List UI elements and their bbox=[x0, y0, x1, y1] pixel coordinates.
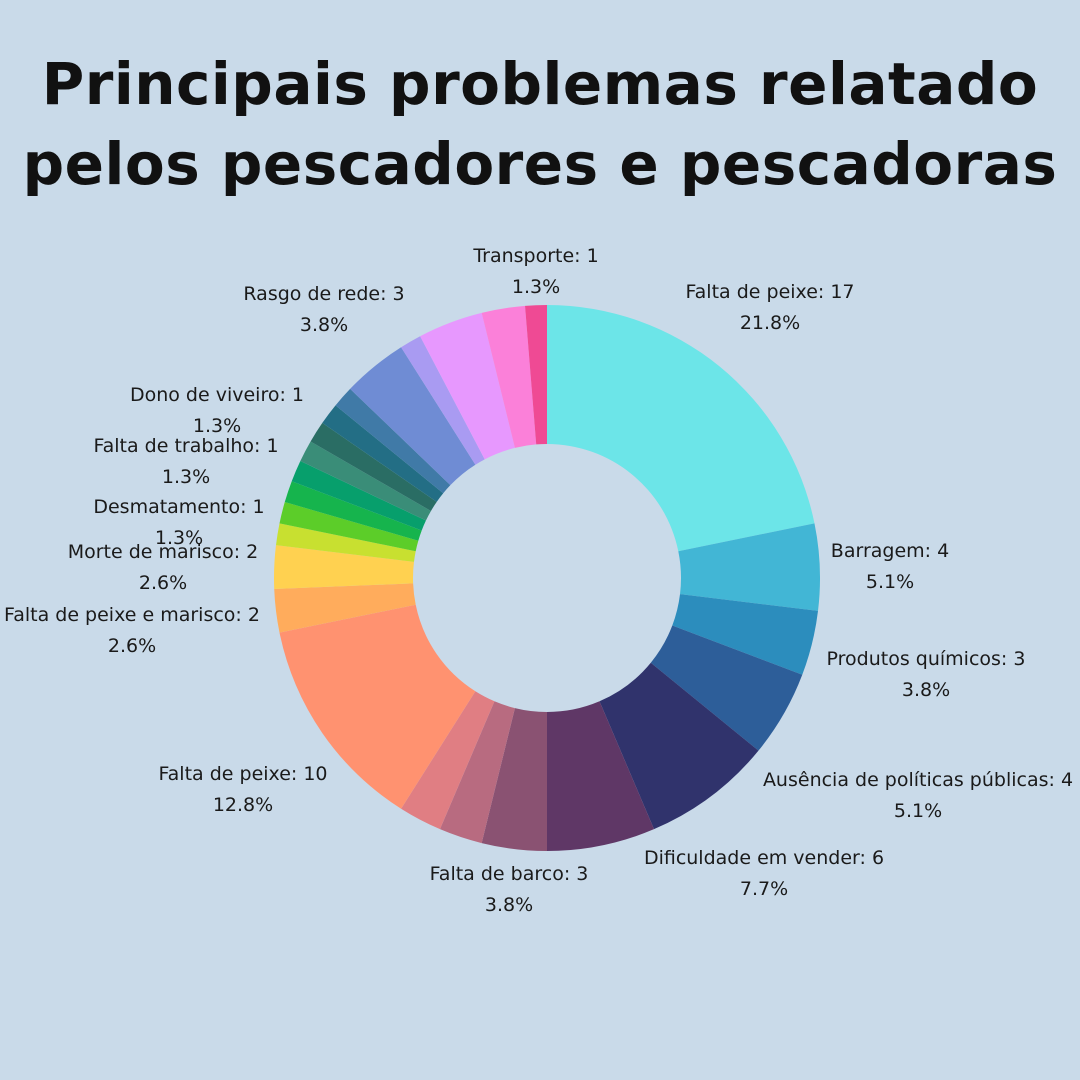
slice-label-2: Produtos químicos: 3 bbox=[827, 648, 1026, 670]
slice-percent-3: 5.1% bbox=[894, 800, 942, 822]
label-group: Falta de peixe: 17 21.8% Barragem: 4 5.1% Pr… bbox=[4, 245, 1073, 916]
title-line-1: Principais problemas relatado bbox=[41, 50, 1039, 118]
slice-percent-4: 7.7% bbox=[740, 878, 788, 900]
slice-percent-24: 1.3% bbox=[512, 276, 560, 298]
slice-6 bbox=[481, 708, 547, 851]
slice-label-4: Dificuldade em vender: 6 bbox=[644, 847, 884, 869]
slice-5 bbox=[547, 701, 655, 851]
slice-percent-9: 12.8% bbox=[213, 794, 273, 816]
slice-19 bbox=[335, 388, 451, 494]
slice-10 bbox=[274, 583, 416, 633]
slice-group bbox=[274, 305, 820, 851]
slice-11 bbox=[274, 545, 414, 589]
slice-label-10: Falta de peixe e marisco: 2 bbox=[4, 604, 260, 626]
slice-label-0: Falta de peixe: 17 bbox=[685, 281, 854, 303]
slice-label-6: Falta de barco: 3 bbox=[430, 863, 589, 885]
slice-21 bbox=[401, 336, 485, 465]
slice-4 bbox=[599, 662, 759, 830]
slice-label-16: Falta de trabalho: 1 bbox=[93, 435, 278, 457]
slice-label-11: Morte de marisco: 2 bbox=[68, 541, 259, 563]
chart-title: Principais problemas relatado pelos pesc… bbox=[0, 44, 1080, 204]
slice-0 bbox=[547, 305, 815, 552]
slice-22 bbox=[420, 312, 515, 460]
slice-20 bbox=[350, 347, 476, 486]
slice-23 bbox=[481, 305, 537, 448]
slice-15 bbox=[291, 460, 426, 531]
slice-percent-6: 3.8% bbox=[485, 894, 533, 916]
slice-3 bbox=[650, 625, 803, 751]
slice-14 bbox=[284, 481, 422, 541]
slice-8 bbox=[401, 691, 495, 830]
slice-12 bbox=[275, 523, 416, 562]
slice-percent-22: 3.8% bbox=[300, 314, 348, 336]
slice-label-24: Transporte: 1 bbox=[472, 245, 598, 267]
title-line-2: pelos pescadores e pescadoras bbox=[22, 130, 1058, 198]
slice-18 bbox=[322, 405, 444, 502]
slice-label-9: Falta de peixe: 10 bbox=[158, 763, 327, 785]
slice-16 bbox=[300, 441, 431, 521]
slice-7 bbox=[439, 701, 515, 844]
slice-percent-2: 3.8% bbox=[902, 679, 950, 701]
slice-1 bbox=[678, 523, 820, 611]
slice-label-1: Barragem: 4 bbox=[831, 540, 949, 562]
slice-17 bbox=[310, 422, 437, 511]
slice-percent-0: 21.8% bbox=[740, 312, 800, 334]
slice-percent-16: 1.3% bbox=[162, 466, 210, 488]
slice-percent-14: 1.3% bbox=[155, 527, 203, 549]
slice-24 bbox=[525, 305, 547, 445]
slice-label-14: Desmatamento: 1 bbox=[93, 496, 264, 518]
slice-2 bbox=[672, 594, 819, 675]
slice-percent-10: 2.6% bbox=[108, 635, 156, 657]
slice-label-3: Ausência de políticas públicas: 4 bbox=[763, 769, 1073, 791]
slice-13 bbox=[279, 502, 419, 552]
slice-percent-1: 5.1% bbox=[866, 571, 914, 593]
slice-percent-18: 1.3% bbox=[193, 415, 241, 437]
slice-label-22: Rasgo de rede: 3 bbox=[243, 283, 404, 305]
slice-percent-11: 2.6% bbox=[139, 572, 187, 594]
slice-9 bbox=[279, 604, 476, 809]
slice-label-18: Dono de viveiro: 1 bbox=[130, 384, 304, 406]
